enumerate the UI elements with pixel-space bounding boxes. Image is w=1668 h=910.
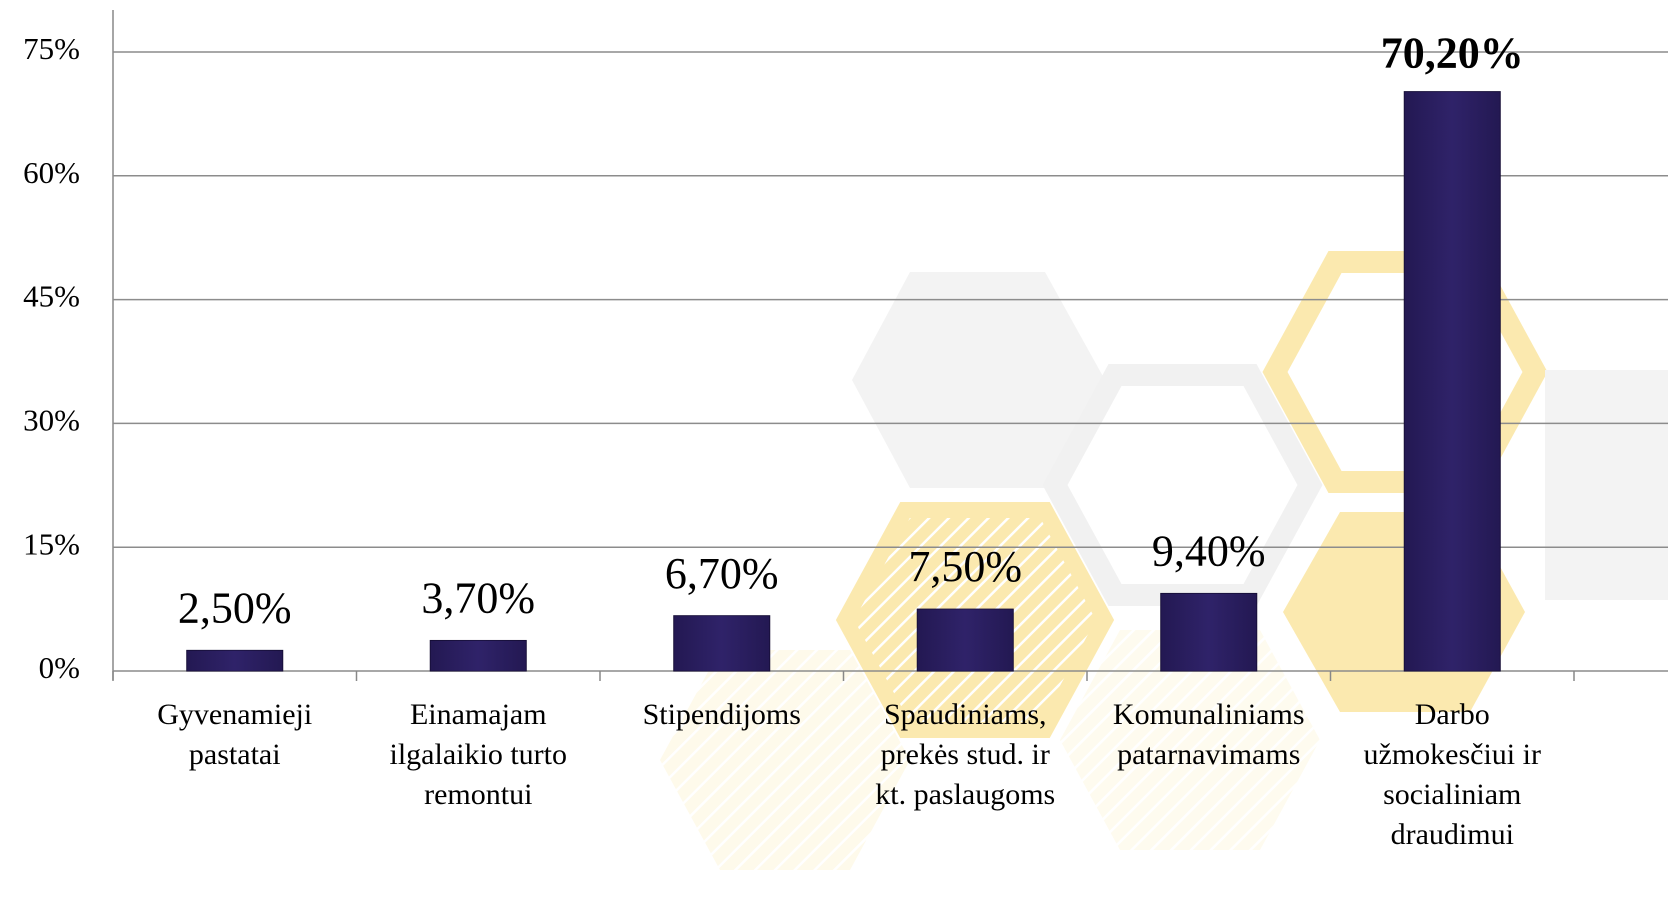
page: {"chart_data": {"type": "bar", "categori… [0, 0, 1668, 910]
x-tick-label: kt. paslaugoms [875, 778, 1055, 811]
x-tick-label: Spaudiniams, [884, 698, 1047, 731]
bar-shade [1404, 92, 1500, 671]
x-tick-label: Komunaliniams [1113, 698, 1305, 731]
y-tick-label: 0% [39, 650, 80, 685]
value-label: 7,50% [908, 542, 1022, 591]
value-label: 2,50% [178, 583, 292, 632]
bar-shade [430, 640, 526, 671]
bar-shade [1161, 593, 1257, 671]
x-tick-label: ilgalaikio turto [390, 738, 567, 771]
x-tick-label: Einamajam [410, 698, 547, 731]
x-tick-label: užmokesčiui ir [1364, 738, 1541, 771]
y-tick-label: 15% [23, 526, 80, 561]
value-label: 3,70% [421, 574, 535, 623]
x-tick-label: draudimui [1391, 818, 1514, 851]
x-tick-label: prekės stud. ir [881, 738, 1050, 771]
y-tick-label: 75% [23, 31, 80, 66]
value-label: 9,40% [1152, 527, 1266, 576]
x-tick-label: Darbo [1415, 698, 1490, 731]
x-tick-label: Gyvenamieji [157, 698, 312, 731]
x-tick-label: remontui [424, 778, 532, 811]
y-tick-label: 45% [23, 279, 80, 314]
x-tick-label: patarnavimams [1117, 738, 1300, 771]
x-tick-label: pastatai [189, 738, 281, 771]
bar-shade [674, 616, 770, 671]
x-tick-label: socialiniam [1383, 778, 1521, 811]
x-tick-label: Stipendijoms [643, 698, 801, 731]
bar-shade [917, 609, 1013, 671]
bar-shade [187, 650, 283, 671]
value-label: 70,20% [1381, 29, 1524, 78]
y-tick-label: 30% [23, 403, 80, 438]
chart: 0% 15% 30% 45% 60% 75% Gyvenamieji pastatai 2,50… [0, 0, 1668, 910]
value-label: 6,70% [665, 549, 779, 598]
y-tick-label: 60% [23, 155, 80, 190]
